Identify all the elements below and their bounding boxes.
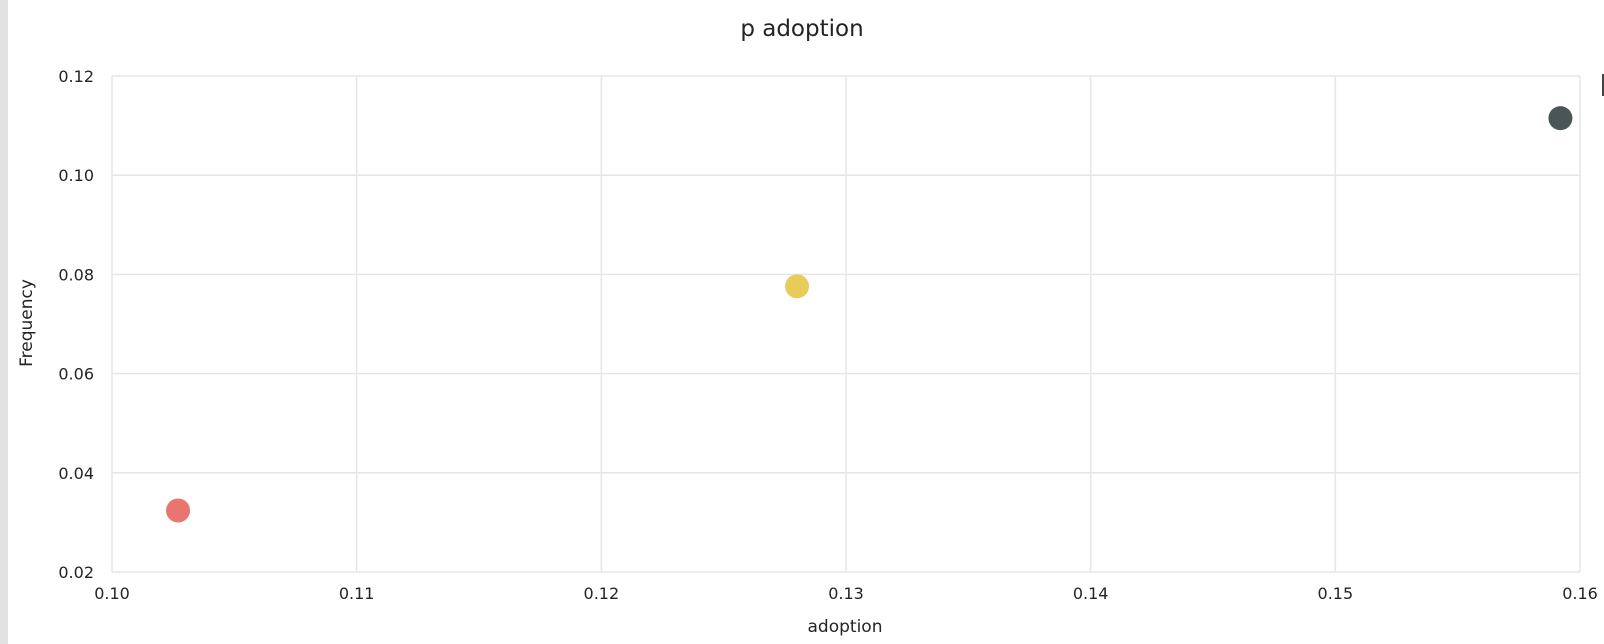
x-tick-label: 0.11: [339, 584, 375, 603]
window-left-edge: [0, 0, 8, 644]
tick-labels: 0.10 0.11 0.12 0.13 0.14 0.15 0.16 0.02 0.04 0.06…: [58, 67, 1597, 603]
y-tick-label: 0.10: [58, 166, 94, 185]
x-tick-label: 0.14: [1073, 584, 1109, 603]
legend-stub: [1602, 74, 1604, 96]
y-axis-label: Frequency: [17, 279, 37, 367]
data-point[interactable]: [785, 274, 810, 299]
data-point[interactable]: [1548, 106, 1573, 131]
y-tick-label: 0.06: [58, 365, 94, 384]
chart-title: p adoption: [740, 16, 864, 42]
data-point[interactable]: [166, 498, 191, 523]
grid-lines: [111, 75, 1581, 573]
data-points: [166, 106, 1573, 523]
x-tick-label: 0.10: [94, 584, 130, 603]
x-tick-label: 0.15: [1318, 584, 1354, 603]
x-tick-label: 0.12: [584, 584, 620, 603]
x-tick-label: 0.16: [1562, 584, 1598, 603]
y-tick-label: 0.12: [58, 67, 94, 86]
y-tick-label: 0.08: [58, 265, 94, 284]
x-tick-label: 0.13: [828, 584, 864, 603]
x-axis-label: adoption: [808, 617, 883, 637]
y-tick-label: 0.02: [58, 563, 94, 582]
y-tick-label: 0.04: [58, 464, 94, 483]
